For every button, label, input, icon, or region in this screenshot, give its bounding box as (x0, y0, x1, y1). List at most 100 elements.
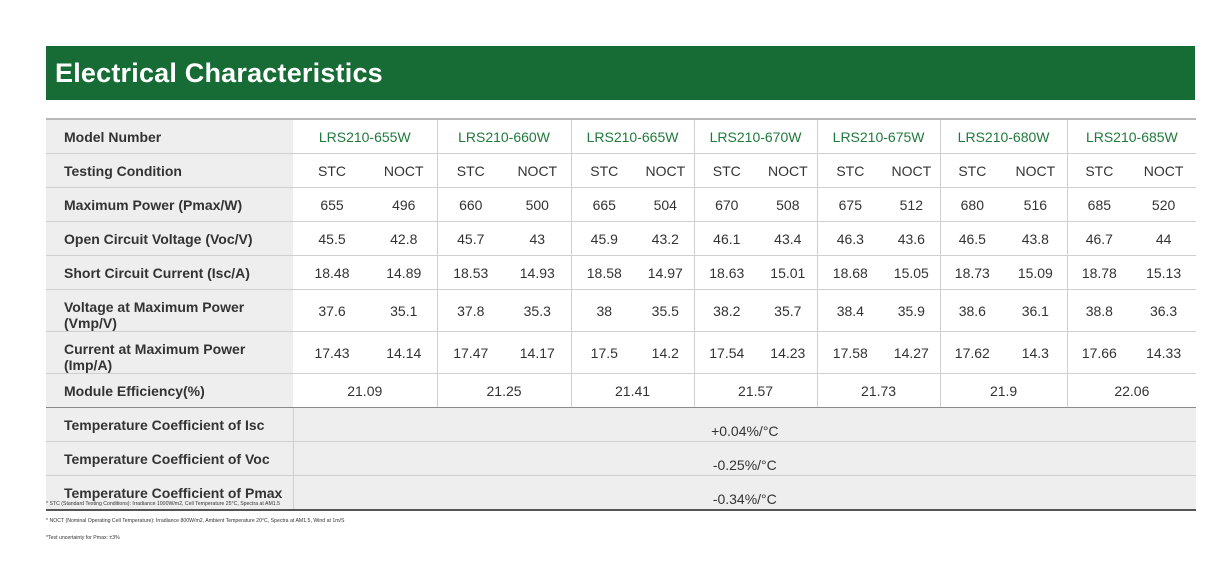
pmax-noct-cell: 512 (883, 187, 941, 222)
vmp-noct-cell: 35.7 (759, 289, 818, 332)
table-row-voc: Open Circuit Voltage (Voc/V) 45.5 42.8 45.7… (46, 221, 1197, 256)
vmp-noct-cell: 35.3 (504, 289, 572, 332)
imp-noct-cell: 14.17 (504, 331, 572, 374)
pmax-stc-cell: 655 (293, 187, 371, 222)
eff-cell: 21.9 (939, 373, 1068, 408)
footnote-uncertainty: *Test uncertainty for Pmax: ±3% (46, 535, 120, 541)
eff-cell: 21.73 (816, 373, 941, 408)
isc-stc-cell: 18.53 (436, 255, 505, 290)
electrical-characteristics-table: Model Number LRS210-655W LRS210-660W LRS210… (46, 118, 1197, 511)
coef-voc-cell: -0.25%/°C (292, 441, 1197, 476)
voc-noct-cell: 42.8 (371, 221, 438, 256)
vmp-stc-cell: 37.8 (436, 289, 505, 332)
table-row-tc_isc: Temperature Coefficient of Isc +0.04%/°C (46, 407, 1197, 442)
vmp-stc-cell: 38.2 (693, 289, 760, 332)
pmax-stc-cell: 670 (693, 187, 760, 222)
vmp-stc-cell: 38 (570, 289, 638, 332)
pmax-stc-cell: 685 (1066, 187, 1132, 222)
imp-stc-cell: 17.66 (1066, 331, 1132, 374)
page-title: Electrical Characteristics (55, 57, 383, 88)
imp-noct-cell: 14.2 (637, 331, 695, 374)
coef-isc-cell: +0.04%/°C (292, 407, 1197, 442)
condition-stc-cell: STC (939, 153, 1005, 188)
voc-stc-cell: 46.3 (816, 221, 884, 256)
voc-noct-cell: 43.4 (759, 221, 818, 256)
row-label-condition: Testing Condition (46, 153, 293, 188)
pmax-noct-cell: 516 (1004, 187, 1068, 222)
model-name-cell: LRS210-670W (693, 118, 818, 154)
condition-noct-cell: NOCT (637, 153, 695, 188)
vmp-stc-cell: 38.4 (816, 289, 884, 332)
eff-cell: 21.09 (293, 373, 438, 408)
isc-noct-cell: 14.89 (371, 255, 438, 290)
vmp-noct-cell: 35.9 (883, 289, 941, 332)
imp-stc-cell: 17.58 (816, 331, 884, 374)
imp-stc-cell: 17.5 (570, 331, 638, 374)
section-header: Electrical Characteristics (46, 46, 1195, 100)
imp-noct-cell: 14.27 (883, 331, 941, 374)
isc-noct-cell: 15.09 (1004, 255, 1068, 290)
isc-stc-cell: 18.73 (939, 255, 1005, 290)
isc-stc-cell: 18.63 (693, 255, 760, 290)
imp-noct-cell: 14.23 (759, 331, 818, 374)
table-row-model: Model Number LRS210-655W LRS210-660W LRS210… (46, 118, 1197, 154)
imp-noct-cell: 14.33 (1131, 331, 1197, 374)
vmp-stc-cell: 38.6 (939, 289, 1005, 332)
condition-noct-cell: NOCT (504, 153, 572, 188)
table-row-isc: Short Circuit Current (Isc/A) 18.48 14.89 1… (46, 255, 1197, 290)
voc-noct-cell: 43 (504, 221, 572, 256)
voc-stc-cell: 45.5 (293, 221, 371, 256)
vmp-noct-cell: 36.3 (1131, 289, 1197, 332)
condition-noct-cell: NOCT (1131, 153, 1197, 188)
isc-stc-cell: 18.58 (570, 255, 638, 290)
model-name-cell: LRS210-680W (939, 118, 1068, 154)
condition-noct-cell: NOCT (759, 153, 818, 188)
table-row-imp: Current at Maximum Power (Imp/A) 17.43 14.… (46, 331, 1197, 374)
vmp-noct-cell: 35.5 (637, 289, 695, 332)
voc-noct-cell: 43.2 (637, 221, 695, 256)
voc-stc-cell: 46.7 (1066, 221, 1132, 256)
voc-stc-cell: 46.5 (939, 221, 1005, 256)
table-row-condition: Testing Condition STC NOCT STC NOCT STC NOCT ST… (46, 153, 1197, 188)
vmp-stc-cell: 38.8 (1066, 289, 1132, 332)
row-label-tc_pmax: Temperature Coefficient of Pmax (46, 475, 293, 511)
table-row-tc_voc: Temperature Coefficient of Voc -0.25%/°C (46, 441, 1197, 476)
footnote-noct: * NOCT (Nominal Operating Cell Temperatu… (46, 518, 345, 524)
imp-stc-cell: 17.54 (693, 331, 760, 374)
vmp-noct-cell: 36.1 (1004, 289, 1068, 332)
eff-cell: 21.41 (570, 373, 695, 408)
table-row-tc_pmax: Temperature Coefficient of Pmax -0.34%/°C (46, 475, 1197, 511)
imp-noct-cell: 14.14 (371, 331, 438, 374)
voc-stc-cell: 45.7 (436, 221, 505, 256)
condition-stc-cell: STC (436, 153, 505, 188)
isc-stc-cell: 18.48 (293, 255, 371, 290)
pmax-stc-cell: 675 (816, 187, 884, 222)
condition-stc-cell: STC (693, 153, 760, 188)
condition-stc-cell: STC (1066, 153, 1132, 188)
table-row-pmax: Maximum Power (Pmax/W) 655 496 660 500 665 504… (46, 187, 1197, 222)
pmax-noct-cell: 496 (371, 187, 438, 222)
eff-cell: 21.25 (436, 373, 572, 408)
voc-noct-cell: 43.8 (1004, 221, 1068, 256)
voc-stc-cell: 45.9 (570, 221, 638, 256)
footnote-stc: * STC (Standard Testing Conditions): Irr… (46, 501, 280, 507)
pmax-stc-cell: 680 (939, 187, 1005, 222)
imp-stc-cell: 17.43 (293, 331, 371, 374)
row-label-tc_voc: Temperature Coefficient of Voc (46, 441, 293, 476)
model-name-cell: LRS210-655W (293, 118, 438, 154)
model-name-cell: LRS210-665W (570, 118, 695, 154)
condition-stc-cell: STC (293, 153, 371, 188)
footnotes: * STC (Standard Testing Conditions): Irr… (46, 501, 345, 553)
pmax-stc-cell: 665 (570, 187, 638, 222)
table-row-vmp: Voltage at Maximum Power (Vmp/V) 37.6 35.1… (46, 289, 1197, 332)
eff-cell: 21.57 (693, 373, 818, 408)
isc-noct-cell: 14.97 (637, 255, 695, 290)
voc-noct-cell: 43.6 (883, 221, 941, 256)
isc-noct-cell: 15.01 (759, 255, 818, 290)
row-label-voc: Open Circuit Voltage (Voc/V) (46, 221, 293, 256)
isc-noct-cell: 15.05 (883, 255, 941, 290)
condition-noct-cell: NOCT (883, 153, 941, 188)
imp-stc-cell: 17.47 (436, 331, 505, 374)
row-label-vmp: Voltage at Maximum Power (Vmp/V) (46, 289, 293, 332)
voc-stc-cell: 46.1 (693, 221, 760, 256)
